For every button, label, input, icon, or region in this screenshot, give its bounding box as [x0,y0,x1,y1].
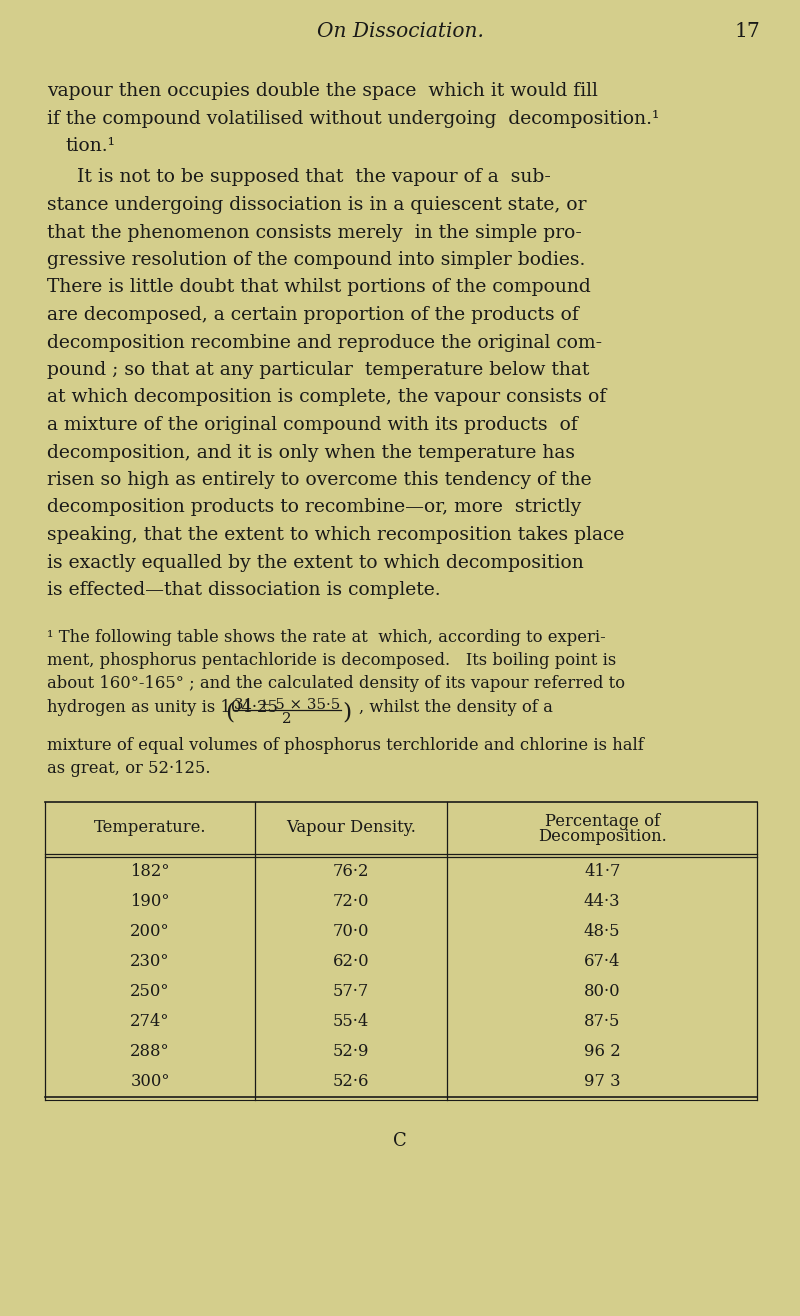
Text: 72·0: 72·0 [333,894,370,911]
Text: 48·5: 48·5 [584,923,620,940]
Text: Temperature.: Temperature. [94,819,206,836]
Text: 62·0: 62·0 [333,953,370,970]
Text: as great, or 52·125.: as great, or 52·125. [47,761,210,778]
Text: 55·4: 55·4 [333,1013,370,1030]
Text: speaking, that the extent to which recomposition takes place: speaking, that the extent to which recom… [47,526,624,544]
Text: (: ( [225,701,234,722]
Text: decomposition, and it is only when the temperature has: decomposition, and it is only when the t… [47,443,575,462]
Text: 44·3: 44·3 [584,894,620,911]
Text: ): ) [342,701,352,722]
Text: is exactly equalled by the extent to which decomposition: is exactly equalled by the extent to whi… [47,554,584,571]
Text: 31 + 5 × 35·5: 31 + 5 × 35·5 [234,697,340,712]
Text: hydrogen as unity is 104·25: hydrogen as unity is 104·25 [47,699,283,716]
Text: decomposition recombine and reproduce the original com-: decomposition recombine and reproduce th… [47,333,602,351]
Text: 230°: 230° [130,953,170,970]
Text: 67·4: 67·4 [584,953,620,970]
Text: vapour then occupies double the space  which it would fill: vapour then occupies double the space wh… [47,82,598,100]
Text: It is not to be supposed that  the vapour of a  sub-: It is not to be supposed that the vapour… [77,168,551,187]
Text: 17: 17 [734,22,760,41]
Text: On Dissociation.: On Dissociation. [317,22,483,41]
Text: 200°: 200° [130,923,170,940]
Text: 87·5: 87·5 [584,1013,620,1030]
Text: Vapour Density.: Vapour Density. [286,819,416,836]
Text: 97 3: 97 3 [584,1073,620,1090]
Text: Percentage of: Percentage of [545,813,660,830]
Text: 96 2: 96 2 [584,1044,621,1061]
Text: is effected—that dissociation is complete.: is effected—that dissociation is complet… [47,580,441,599]
Text: decomposition products to recombine—or, more  strictly: decomposition products to recombine—or, … [47,499,582,516]
Text: 52·6: 52·6 [333,1073,370,1090]
Text: 288°: 288° [130,1044,170,1061]
Text: at which decomposition is complete, the vapour consists of: at which decomposition is complete, the … [47,388,606,407]
Text: 300°: 300° [130,1073,170,1090]
Text: 190°: 190° [130,894,170,911]
Text: 80·0: 80·0 [584,983,621,1000]
Text: C: C [393,1132,407,1150]
Text: 57·7: 57·7 [333,983,370,1000]
Text: 182°: 182° [130,863,170,880]
Text: if the compound volatilised without undergoing  decomposition.¹: if the compound volatilised without unde… [47,109,659,128]
Text: , whilst the density of a: , whilst the density of a [358,699,553,716]
Text: gressive resolution of the compound into simpler bodies.: gressive resolution of the compound into… [47,251,586,268]
Text: 52·9: 52·9 [333,1044,370,1061]
Text: 41·7: 41·7 [584,863,620,880]
Text: that the phenomenon consists merely  in the simple pro-: that the phenomenon consists merely in t… [47,224,582,242]
Text: Decomposition.: Decomposition. [538,828,666,845]
Text: 70·0: 70·0 [333,923,370,940]
Text: stance undergoing dissociation is in a quiescent state, or: stance undergoing dissociation is in a q… [47,196,586,215]
Text: 250°: 250° [130,983,170,1000]
Text: There is little doubt that whilst portions of the compound: There is little doubt that whilst portio… [47,279,590,296]
Text: 76·2: 76·2 [333,863,370,880]
Text: ment, phosphorus pentachloride is decomposed.   Its boiling point is: ment, phosphorus pentachloride is decomp… [47,651,616,669]
Text: 274°: 274° [130,1013,170,1030]
Text: pound ; so that at any particular  temperature below that: pound ; so that at any particular temper… [47,361,590,379]
Text: tion.¹: tion.¹ [65,137,115,155]
Text: about 160°-165° ; and the calculated density of its vapour referred to: about 160°-165° ; and the calculated den… [47,675,625,692]
Text: 2: 2 [282,712,292,726]
Text: mixture of equal volumes of phosphorus terchloride and chlorine is half: mixture of equal volumes of phosphorus t… [47,737,644,754]
Text: a mixture of the original compound with its products  of: a mixture of the original compound with … [47,416,578,434]
Text: risen so high as entirely to overcome this tendency of the: risen so high as entirely to overcome th… [47,471,592,490]
Text: ¹ The following table shows the rate at  which, according to experi-: ¹ The following table shows the rate at … [47,629,606,646]
Text: are decomposed, a certain proportion of the products of: are decomposed, a certain proportion of … [47,307,578,324]
